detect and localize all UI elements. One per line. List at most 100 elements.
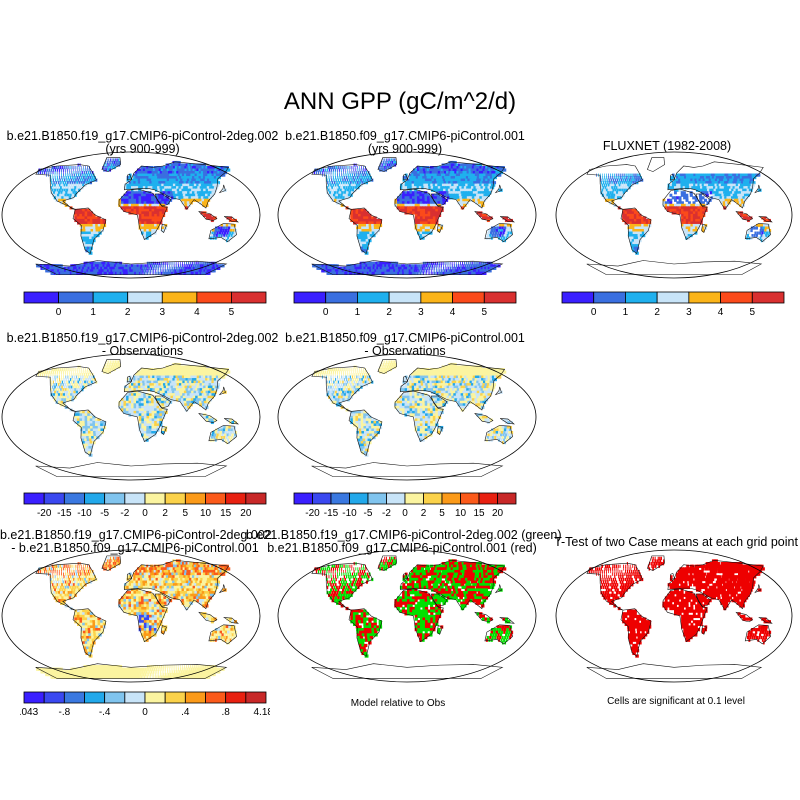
colorbar-swatch <box>184 492 206 505</box>
colorbar-swatch <box>23 691 45 704</box>
colorbar-tick-label: -.8 <box>58 707 70 718</box>
map-case-diff <box>0 548 262 684</box>
colorbar-swatch <box>104 691 126 704</box>
colorbar-tick-label: -10 <box>342 508 357 519</box>
panel-title-line1: b.e21.B1850.f19_g17.CMIP6-piControl-2deg… <box>6 129 279 143</box>
colorbar-tick-label: -20 <box>305 508 320 519</box>
colorbar-observations: 0 1 2 3 4 5 <box>561 291 785 318</box>
colorbar-swatch <box>164 691 186 704</box>
colorbar-swatch <box>330 492 350 505</box>
colorbar-swatch <box>164 492 186 505</box>
colorbar-tick-label: .4 <box>181 707 190 718</box>
panel-title-line1: FLUXNET (1982-2008) <box>602 139 732 153</box>
colorbar-swatch <box>161 291 198 304</box>
colorbar-tick-label: 1 <box>90 307 96 318</box>
colorbar-tick-label: 15 <box>473 508 485 519</box>
panel-title-line1: b.e21.B1850.f09_g17.CMIP6-piControl.001 <box>285 129 525 143</box>
colorbar-tick-label: 2 <box>421 508 427 519</box>
colorbar-tick-label: 0 <box>402 508 408 519</box>
colorbar-tick-label: 20 <box>240 508 252 519</box>
colorbar-tick-label: -20 <box>37 508 52 519</box>
colorbar-tick-label: 4.187 <box>253 707 270 718</box>
colorbar-swatch <box>441 492 461 505</box>
colorbar-swatch <box>43 492 65 505</box>
colorbar-tick-label: 4 <box>718 307 724 318</box>
colorbar-tick-label: 20 <box>492 508 504 519</box>
panel-title-line1: b.e21.B1850.f19_g17.CMIP6-piControl-2deg… <box>246 528 562 542</box>
panel-title-line2: b.e21.B1850.f09_g17.CMIP6-piControl.001 … <box>267 541 537 555</box>
colorbar-swatch <box>245 492 267 505</box>
map-case1 <box>0 150 262 280</box>
colorbar-tick-label: 3 <box>686 307 692 318</box>
colorbar-swatch <box>293 492 313 505</box>
panel-title-case1: b.e21.B1850.f19_g17.CMIP6-piControl-2deg… <box>0 130 285 156</box>
colorbar-tick-label: 5 <box>750 307 756 318</box>
panel-title-line2: - b.e21.B1850.f09_g17.CMIP6-piControl.00… <box>11 541 259 555</box>
colorbar-tick-label: 1 <box>355 307 361 318</box>
figure-title: ANN GPP (gC/m^2/d) <box>283 88 517 115</box>
colorbar-tick-label: 5 <box>229 307 235 318</box>
panel-title-line1: b.e21.B1850.f19_g17.CMIP6-piControl-2deg… <box>0 528 272 542</box>
colorbar-swatch <box>478 492 498 505</box>
colorbar-swatch <box>144 691 166 704</box>
colorbar-swatch <box>104 492 126 505</box>
colorbar-tick-label: 0 <box>591 307 597 318</box>
panel-title-ttest: T-Test of two Case means at each grid po… <box>552 536 800 549</box>
colorbar-tick-label: 3 <box>160 307 166 318</box>
colorbar-swatch <box>43 691 65 704</box>
colorbar-swatch <box>404 492 424 505</box>
colorbar-tick-label: 2 <box>162 508 168 519</box>
colorbar-tick-label: -5 <box>364 508 373 519</box>
colorbar-tick-label: 0 <box>142 508 148 519</box>
colorbar-swatch <box>312 492 332 505</box>
colorbar-swatch <box>63 691 85 704</box>
colorbar-swatch <box>751 291 785 304</box>
colorbar-swatch <box>84 691 106 704</box>
colorbar-swatch <box>205 691 227 704</box>
colorbar-case1: 0 1 2 3 4 5 <box>23 291 267 318</box>
colorbar-swatch <box>63 492 85 505</box>
colorbar-swatch <box>225 492 247 505</box>
colorbar-tick-label: 10 <box>200 508 212 519</box>
colorbar-swatch <box>144 492 166 505</box>
note-significance: Cells are significant at 0.1 level <box>607 696 745 707</box>
map-diff-case2 <box>276 352 538 482</box>
panel-title-relative: b.e21.B1850.f19_g17.CMIP6-piControl-2deg… <box>246 528 562 555</box>
colorbar-swatch <box>656 291 690 304</box>
map-diff-case1 <box>0 352 262 482</box>
colorbar-swatch <box>225 691 247 704</box>
colorbar-case-diff: -5.043 -.8 -.4 0 .4 .8 4.187 <box>20 691 270 718</box>
colorbar-swatch <box>357 291 390 304</box>
colorbar-tick-label: 2 <box>125 307 131 318</box>
colorbar-swatch <box>23 492 45 505</box>
colorbar-swatch <box>124 492 146 505</box>
colorbar-case2: 0 1 2 3 4 5 <box>293 291 517 318</box>
map-observations <box>554 150 794 280</box>
colorbar-tick-label: -15 <box>57 508 72 519</box>
colorbar-swatch <box>386 492 406 505</box>
colorbar-swatch <box>92 291 129 304</box>
colorbar-diff-case2: -20 -15 -10 -5 -2 0 2 5 10 15 20 <box>293 492 517 519</box>
colorbar-tick-label: -5.043 <box>20 707 39 718</box>
colorbar-tick-label: .8 <box>221 707 230 718</box>
colorbar-tick-label: 15 <box>220 508 232 519</box>
colorbar-swatch <box>58 291 94 304</box>
colorbar-swatch <box>460 492 480 505</box>
panel-title-obs: FLUXNET (1982-2008) <box>552 140 782 153</box>
panel-title-case-diff: b.e21.B1850.f19_g17.CMIP6-piControl-2deg… <box>0 528 272 555</box>
colorbar-swatch <box>452 291 485 304</box>
colorbar-swatch <box>293 291 327 304</box>
colorbar-swatch <box>124 691 146 704</box>
colorbar-tick-label: 4 <box>450 307 456 318</box>
colorbar-diff-case1: -20 -15 -10 -5 -2 0 2 5 10 15 20 <box>23 492 267 519</box>
colorbar-tick-label: 5 <box>482 307 488 318</box>
colorbar-swatch <box>688 291 721 304</box>
colorbar-tick-label: -10 <box>77 508 92 519</box>
colorbar-tick-label: 10 <box>455 508 467 519</box>
map-ttest <box>554 548 794 684</box>
colorbar-swatch <box>388 291 422 304</box>
colorbar-tick-label: -2 <box>120 508 129 519</box>
panel-title-line1: b.e21.B1850.f19_g17.CMIP6-piControl-2deg… <box>6 331 279 345</box>
map-case2 <box>276 150 538 280</box>
note-model-relative: Model relative to Obs <box>350 698 446 709</box>
